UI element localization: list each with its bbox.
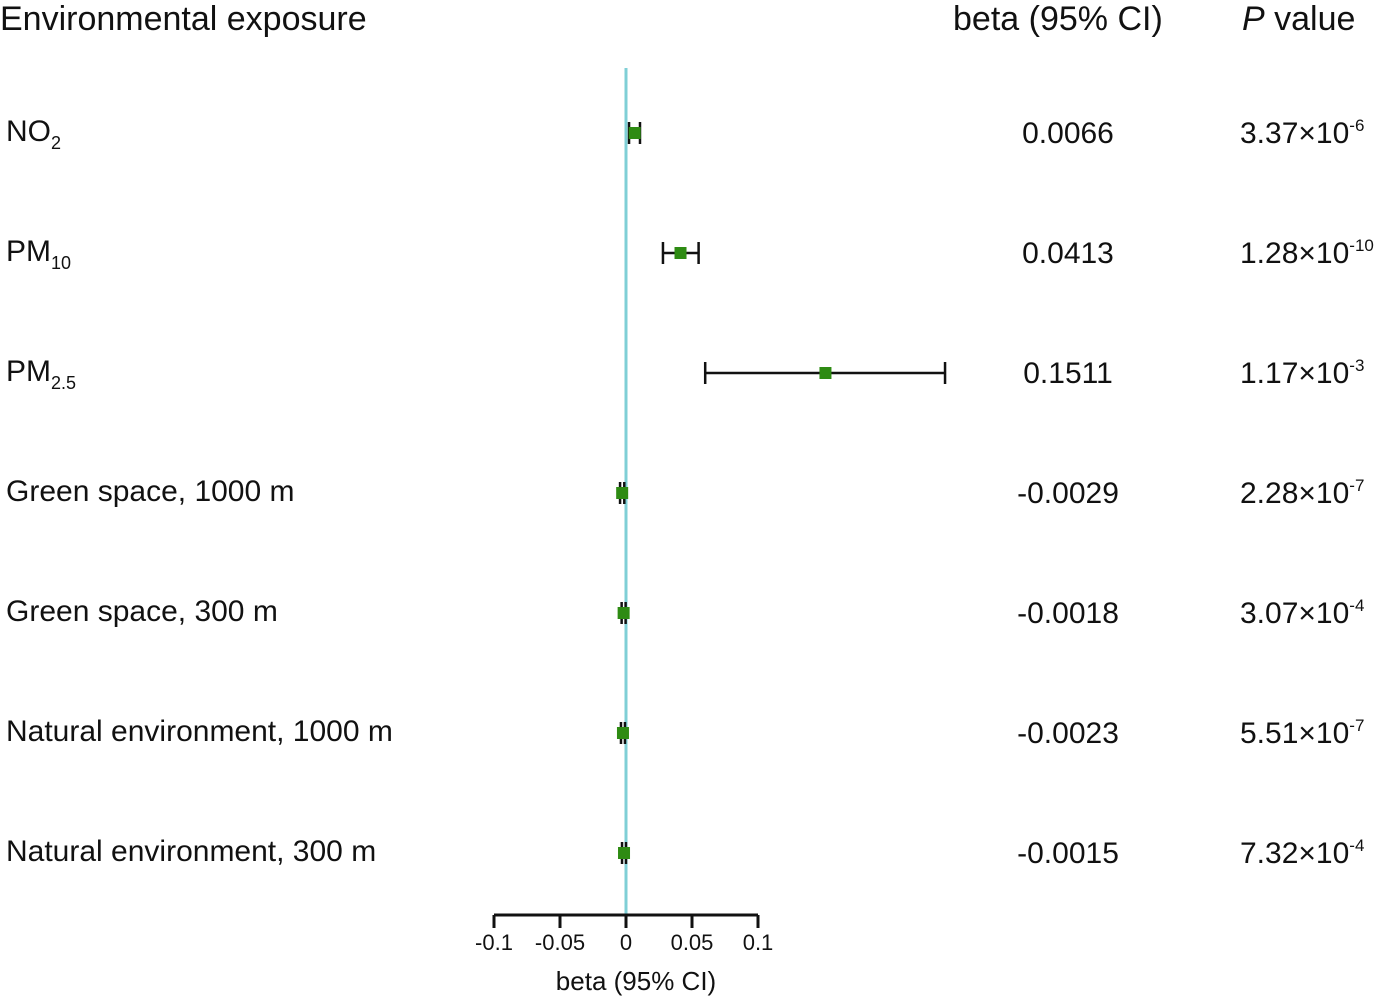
- p-exponent: -7: [1349, 476, 1365, 495]
- x-tick-label: -0.1: [475, 930, 513, 955]
- p-mantissa: 2.28×10: [1240, 477, 1350, 510]
- row-label: Green space, 300 m: [6, 595, 278, 629]
- p-value: 1.28×10-10: [1240, 237, 1374, 271]
- row-label-subscript: 2: [51, 133, 62, 153]
- beta-value: 0.0413: [1022, 237, 1114, 270]
- p-value: 7.32×10-4: [1240, 837, 1364, 871]
- point-estimate: [616, 487, 629, 499]
- point-estimate: [616, 727, 629, 739]
- row-label-subscript: 2.5: [51, 373, 77, 393]
- p-value: 2.28×10-7: [1240, 477, 1364, 511]
- row-label-text: Natural environment, 300 m: [6, 835, 377, 868]
- row-label: PM10: [6, 235, 71, 272]
- point-estimate: [674, 247, 687, 259]
- header-p-italic: P: [1242, 0, 1265, 38]
- beta-value: -0.0029: [1017, 477, 1119, 510]
- p-value: 1.17×10-3: [1240, 357, 1364, 391]
- p-exponent: -3: [1349, 356, 1365, 375]
- row-label-text: NO: [6, 115, 51, 148]
- p-mantissa: 1.28×10: [1240, 237, 1350, 270]
- x-tick-label: 0.1: [742, 930, 774, 955]
- point-estimate: [628, 127, 641, 139]
- point-estimate: [617, 607, 630, 619]
- p-exponent: -4: [1349, 836, 1365, 855]
- point-estimate: [819, 367, 832, 379]
- row-label-subscript: 10: [51, 253, 72, 273]
- x-tick-label: 0: [619, 930, 633, 955]
- x-tick-label: -0.05: [534, 930, 586, 955]
- header-p-value: P value: [1242, 0, 1355, 38]
- row-label: Natural environment, 300 m: [6, 835, 376, 869]
- row-label: PM2.5: [6, 355, 76, 392]
- beta-value: 0.0066: [1022, 117, 1114, 150]
- header-p-rest: value: [1264, 0, 1356, 38]
- header-exposure: Environmental exposure: [0, 0, 367, 38]
- row-label-text: Natural environment, 1000 m: [6, 715, 393, 748]
- row-label-text: PM: [6, 235, 51, 268]
- p-mantissa: 7.32×10: [1240, 837, 1350, 870]
- beta-value: 0.1511: [1023, 357, 1113, 390]
- x-tick-label: 0.05: [670, 930, 714, 955]
- p-exponent: -4: [1349, 596, 1365, 615]
- p-value: 3.37×10-6: [1240, 117, 1364, 151]
- row-label-text: PM: [6, 355, 51, 388]
- p-exponent: -6: [1349, 116, 1365, 135]
- row-label-text: Green space, 1000 m: [6, 475, 295, 508]
- point-estimate: [618, 847, 631, 859]
- beta-value: -0.0015: [1017, 837, 1119, 870]
- p-exponent: -7: [1349, 716, 1365, 735]
- p-value: 3.07×10-4: [1240, 597, 1364, 631]
- row-label: NO2: [6, 115, 61, 152]
- x-axis-label: beta (95% CI): [555, 966, 717, 996]
- beta-value: -0.0023: [1017, 717, 1119, 750]
- row-label: Green space, 1000 m: [6, 475, 295, 509]
- p-mantissa: 1.17×10: [1240, 357, 1350, 390]
- beta-value: -0.0018: [1017, 597, 1119, 630]
- p-mantissa: 3.07×10: [1240, 597, 1350, 630]
- header-beta: beta (95% CI): [953, 0, 1163, 38]
- p-mantissa: 5.51×10: [1240, 717, 1350, 750]
- p-mantissa: 3.37×10: [1240, 117, 1350, 150]
- row-label-text: Green space, 300 m: [6, 595, 278, 628]
- p-value: 5.51×10-7: [1240, 717, 1364, 751]
- p-exponent: -10: [1349, 236, 1374, 255]
- row-label: Natural environment, 1000 m: [6, 715, 393, 749]
